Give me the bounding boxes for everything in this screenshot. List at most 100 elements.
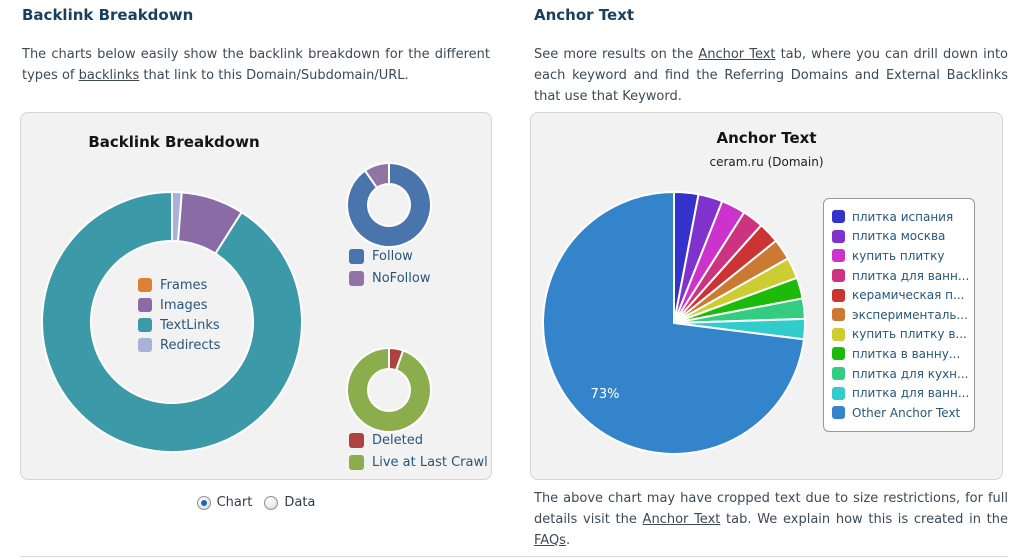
legend-label: Follow (372, 248, 413, 264)
legend-swatch (832, 249, 845, 263)
chart-radio-label: Chart (216, 495, 253, 510)
intro-text-after: tab, where you can drill down into each … (534, 47, 1008, 104)
legend-swatch (832, 308, 845, 322)
pie-slice (363, 162, 390, 189)
legend-item: Frames (138, 275, 220, 295)
legend-item: плитка для ванн... (832, 383, 970, 403)
legend-item: купить плитку (832, 246, 966, 266)
legend-item: плитка для кухн... (832, 364, 969, 384)
anchor-text-tab-link[interactable]: Anchor Text (698, 47, 776, 62)
footer-text-1: The above chart may have cropped text du… (534, 491, 1008, 527)
legend-label: NoFollow (372, 270, 431, 286)
legend-item: NoFollow (349, 267, 430, 289)
legend-label: эксперименталь... (852, 307, 968, 322)
legend-swatch (138, 298, 152, 312)
legend-item: плитка москва (832, 227, 966, 247)
other-anchor-percent-label: 73% (590, 387, 620, 402)
deleted-live-donut-chart (346, 346, 432, 433)
legend-item: купить плитку в... (832, 325, 967, 345)
legend-swatch (832, 367, 845, 381)
legend-label: Images (160, 297, 208, 313)
intro-text-before: See more results on the (534, 47, 699, 62)
anchor-text-pie-chart (542, 191, 807, 455)
legend-swatch (349, 248, 364, 264)
backlink-breakdown-intro: The charts below easily show the backlin… (22, 44, 490, 86)
legend-swatch (832, 406, 845, 420)
anchor-text-tab-link-footer[interactable]: Anchor Text (642, 512, 721, 527)
legend-label: купить плитку в... (852, 327, 967, 342)
legend-item: эксперименталь... (832, 305, 968, 325)
backlink-breakdown-panel: Backlink Breakdown Frames Images TextLinks… (20, 112, 492, 480)
legend-swatch (832, 269, 845, 283)
legend-label: плитка для ванн... (852, 268, 970, 283)
legend-swatch (832, 327, 845, 341)
anchor-text-panel: Anchor Text ceram.ru (Domain) 73% плитка… (530, 112, 1003, 480)
intro-text-after: that link to this Domain/Subdomain/URL. (139, 68, 409, 83)
legend-label: плитка испания (852, 209, 954, 224)
legend-swatch (832, 386, 845, 400)
pie-slice (542, 191, 805, 455)
anchor-text-heading: Anchor Text (534, 6, 635, 24)
legend-item: Live at Last Crawl (349, 451, 488, 473)
chart-data-toggle: Chart Data (20, 495, 492, 510)
follow-nofollow-legend: Follow NoFollow (349, 245, 430, 289)
legend-swatch (138, 318, 152, 332)
anchor-text-legend: плитка испания плитка москва купить плитку… (823, 198, 975, 432)
legend-label: Deleted (372, 432, 423, 448)
deleted-live-legend: Deleted Live at Last Crawl (349, 429, 488, 473)
legend-item: Images (138, 295, 220, 315)
legend-label: плитка для кухн... (852, 366, 969, 381)
legend-swatch (349, 432, 364, 448)
data-radio-label: Data (284, 495, 316, 510)
legend-label: плитка для ванн... (852, 386, 970, 401)
chart-radio-button[interactable] (196, 495, 211, 510)
legend-item: Other Anchor Text (832, 403, 966, 423)
legend-swatch (832, 288, 845, 302)
backlinks-link[interactable]: backlinks (78, 68, 140, 83)
legend-label: керамическая п... (852, 288, 965, 303)
footer-text-3: . (565, 533, 571, 548)
legend-label: Other Anchor Text (852, 405, 961, 420)
anchor-chart-subtitle: ceram.ru (Domain) (709, 155, 824, 169)
pie-slice (346, 162, 432, 248)
legend-item: плитка испания (832, 207, 966, 227)
footer-text-2: tab. We explain how this is created in t… (720, 512, 1008, 527)
legend-item: плитка для ванн... (832, 266, 970, 286)
legend-item: Follow (349, 245, 430, 267)
intro-text-before: The charts below easily show the backlin… (22, 47, 490, 83)
legend-label: Live at Last Crawl (372, 454, 488, 470)
legend-label: купить плитку (852, 248, 945, 263)
anchor-text-intro: See more results on the Anchor Text tab,… (534, 44, 1008, 107)
legend-label: Frames (160, 277, 208, 293)
pie-slice (41, 191, 303, 453)
legend-label: TextLinks (160, 317, 220, 333)
follow-nofollow-donut-chart (346, 162, 432, 248)
legend-label: плитка москва (852, 229, 946, 244)
legend-swatch (138, 338, 152, 352)
legend-item: плитка в ванну... (832, 344, 966, 364)
pie-slice (346, 347, 432, 433)
data-radio-option[interactable]: Data (264, 495, 315, 510)
chart-radio-option[interactable]: Chart (196, 495, 253, 510)
backlink-breakdown-donut-chart (41, 191, 303, 453)
data-radio-button[interactable] (264, 495, 279, 510)
faqs-link[interactable]: FAQs (534, 533, 566, 548)
legend-swatch (832, 347, 845, 361)
legend-item: TextLinks (138, 315, 220, 335)
legend-swatch (832, 229, 845, 243)
bottom-divider (20, 556, 1008, 557)
legend-item: Deleted (349, 429, 488, 451)
legend-swatch (832, 210, 845, 224)
backlink-breakdown-legend: Frames Images TextLinks Redirects (138, 275, 220, 355)
legend-item: Redirects (138, 335, 220, 355)
legend-label: Redirects (160, 337, 221, 353)
anchor-chart-title: Anchor Text (716, 129, 817, 147)
legend-swatch (349, 270, 364, 286)
legend-swatch (138, 278, 152, 292)
legend-label: плитка в ванну... (852, 346, 961, 361)
backlink-breakdown-heading: Backlink Breakdown (22, 6, 194, 24)
anchor-text-footer-note: The above chart may have cropped text du… (534, 488, 1008, 551)
legend-item: керамическая п... (832, 285, 966, 305)
legend-swatch (349, 454, 364, 470)
backlink-chart-title: Backlink Breakdown (88, 133, 260, 151)
